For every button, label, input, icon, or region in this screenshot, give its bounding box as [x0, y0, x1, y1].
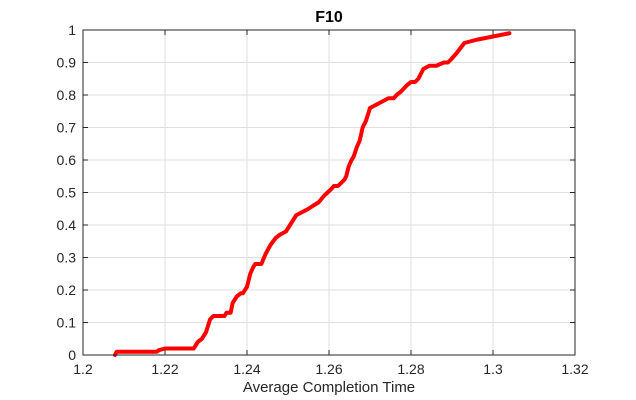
- y-tick-label: 0.6: [57, 152, 77, 168]
- y-tick-label: 0.7: [57, 120, 77, 136]
- y-tick-label: 0.8: [57, 87, 77, 103]
- y-tick-label: 0: [68, 347, 76, 363]
- chart-title: F10: [315, 9, 343, 26]
- x-tick-label: 1.24: [233, 361, 260, 377]
- x-axis-label: Average Completion Time: [243, 379, 415, 396]
- y-tick-label: 0.4: [57, 217, 77, 233]
- y-tick-label: 0.1: [57, 315, 77, 331]
- x-tick-label: 1.32: [561, 361, 588, 377]
- y-tick-label: 1: [68, 22, 76, 38]
- x-tick-label: 1.3: [483, 361, 503, 377]
- y-tick-label: 0.2: [57, 282, 77, 298]
- x-tick-label: 1.22: [151, 361, 178, 377]
- x-tick-label: 1.2: [73, 361, 93, 377]
- y-tick-label: 0.5: [57, 185, 77, 201]
- x-tick-label: 1.26: [315, 361, 342, 377]
- y-tick-label: 0.3: [57, 250, 77, 266]
- series-layer: [112, 31, 512, 357]
- series-line-0: [112, 31, 512, 357]
- y-tick-label: 0.9: [57, 55, 77, 71]
- tick-layer: 1.2 1.22 1.24 1.26 1.28 1.3 1.32 0 0.1 0.2 0.3 0.4 0…: [57, 22, 589, 377]
- x-tick-label: 1.28: [397, 361, 424, 377]
